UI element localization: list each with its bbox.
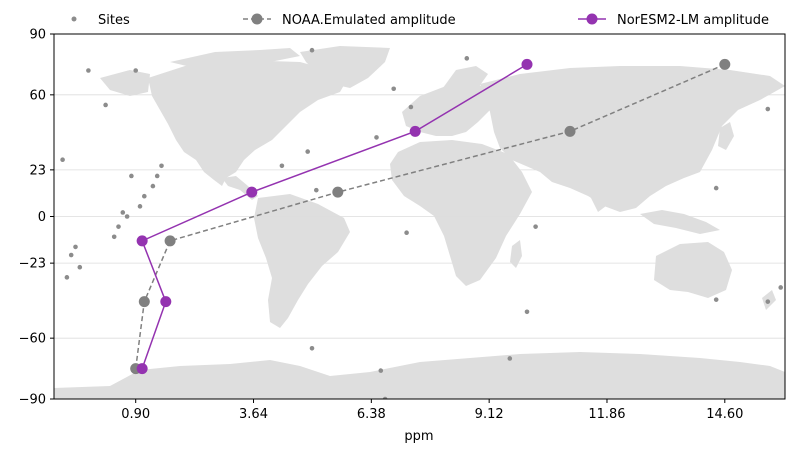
noresm-point [521, 58, 533, 70]
site-point [73, 244, 78, 250]
site-point [154, 173, 160, 179]
y-tick-label: −90 [19, 393, 46, 408]
land-antarctica [54, 352, 785, 399]
x-tick-label: 0.90 [121, 407, 150, 422]
noaa-point [332, 186, 344, 198]
site-point [68, 252, 74, 258]
y-tick-label: 23 [29, 163, 46, 178]
site-point [464, 56, 470, 61]
y-tick-label: −23 [19, 257, 46, 272]
site-point [713, 297, 719, 302]
noaa-point [719, 58, 731, 70]
y-tick-label: 60 [29, 88, 46, 103]
land-greenland [300, 46, 390, 88]
site-point [111, 234, 117, 240]
sites-series [60, 47, 783, 399]
site-point [64, 275, 70, 280]
noresm-series [136, 58, 533, 375]
land-europe [402, 80, 492, 136]
site-point [765, 299, 771, 304]
site-point [124, 214, 130, 219]
x-axis: 0.90 3.64 6.38 9.12 11.86 14.60 [121, 399, 743, 422]
legend-marker-noresm [586, 13, 598, 25]
land-south-america [254, 194, 350, 328]
land-africa [390, 140, 532, 286]
site-point [524, 309, 530, 315]
site-point [116, 224, 121, 229]
noresm-point [136, 363, 148, 375]
noresm-point [136, 235, 148, 247]
land-asia [480, 66, 785, 212]
site-point [391, 86, 397, 92]
noresm-point [409, 125, 421, 137]
site-point [713, 185, 719, 191]
x-tick-label: 14.60 [706, 407, 743, 422]
site-point [765, 106, 771, 112]
legend-item-noresm: NorESM2-LM amplitude [578, 13, 769, 28]
x-tick-label: 11.86 [588, 407, 625, 422]
legend-label-noaa: NOAA.Emulated amplitude [282, 13, 456, 28]
land-alaska [100, 70, 150, 96]
noresm-point [246, 186, 258, 198]
land-arctic-islands [170, 48, 300, 68]
y-axis: 90 60 23 0 −23 −60 −90 [19, 28, 54, 408]
site-point [309, 47, 315, 53]
noaa-point [164, 235, 176, 247]
y-tick-label: 0 [38, 210, 46, 225]
site-point [309, 346, 315, 351]
site-point [133, 68, 138, 73]
site-point [150, 183, 156, 189]
legend-item-sites: Sites [71, 13, 130, 28]
site-point [159, 163, 164, 169]
site-point [404, 230, 409, 236]
site-point [129, 173, 134, 179]
site-point [86, 68, 91, 73]
land-scandinavia [440, 66, 488, 96]
land-japan [718, 122, 734, 150]
land-indonesia [640, 210, 720, 234]
site-point [120, 210, 126, 215]
noresm-point [160, 296, 172, 308]
site-point [60, 157, 65, 163]
y-tick-label: −60 [19, 332, 46, 347]
site-point [305, 149, 311, 154]
site-point [374, 135, 379, 140]
site-point [103, 102, 108, 108]
legend-marker-noaa [251, 13, 263, 25]
world-map-background [54, 46, 785, 399]
y-tick-label: 90 [29, 28, 46, 43]
x-axis-title: ppm [404, 429, 433, 444]
site-point [279, 163, 285, 169]
noaa-series [130, 58, 731, 375]
legend-item-noaa: NOAA.Emulated amplitude [243, 13, 456, 28]
legend-marker-sites [71, 16, 77, 22]
x-tick-label: 9.12 [475, 407, 504, 422]
site-point [507, 356, 513, 361]
site-point [408, 104, 414, 110]
x-tick-label: 3.64 [239, 407, 268, 422]
land-north-america [148, 60, 348, 186]
legend-label-noresm: NorESM2-LM amplitude [617, 13, 769, 28]
land-india [584, 170, 614, 212]
x-tick-label: 6.38 [357, 407, 386, 422]
gridlines [54, 94, 785, 339]
site-point [778, 285, 783, 290]
land-madagascar [510, 240, 522, 268]
site-point [137, 204, 143, 209]
site-point [142, 193, 147, 199]
land-australia [654, 242, 732, 298]
site-point [314, 187, 319, 193]
legend-label-sites: Sites [98, 13, 130, 28]
site-point [382, 396, 388, 399]
site-point [533, 224, 538, 229]
noresm-line [141, 63, 528, 369]
site-point [378, 368, 384, 373]
noaa-line [134, 63, 726, 369]
noaa-point [138, 296, 150, 308]
noaa-point [564, 125, 576, 137]
site-point [77, 264, 83, 270]
legend: Sites NOAA.Emulated amplitude NorESM2-LM… [71, 13, 769, 28]
